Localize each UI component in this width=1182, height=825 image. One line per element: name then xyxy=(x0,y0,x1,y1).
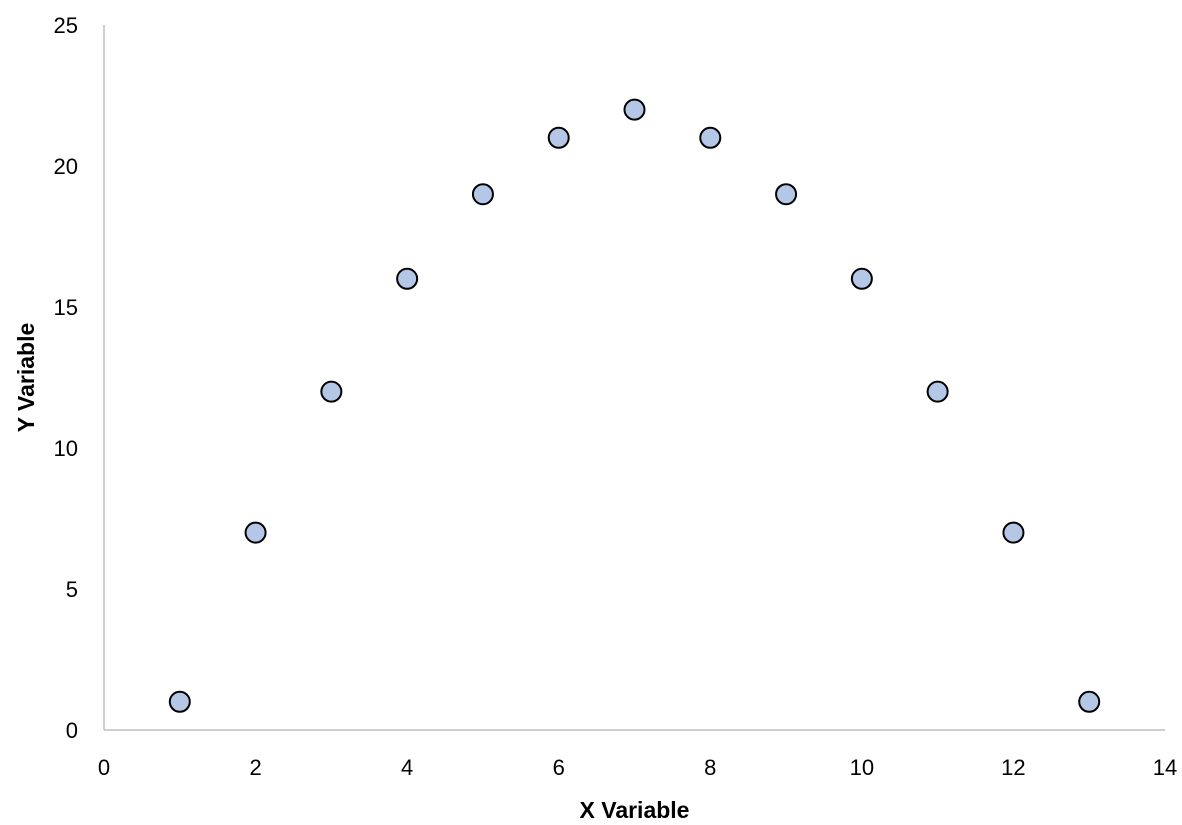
plot-area: 0 2 4 6 8 10 12 14 0 5 10 15 20 25 xyxy=(54,13,1178,780)
data-point xyxy=(1002,521,1025,544)
data-point xyxy=(471,183,494,206)
x-tick-label: 0 xyxy=(98,755,110,780)
data-point xyxy=(775,183,798,206)
x-tick-label: 4 xyxy=(401,755,413,780)
data-point xyxy=(547,126,570,149)
data-point xyxy=(623,98,646,121)
x-tick-labels: 0 2 4 6 8 10 12 14 xyxy=(98,755,1177,780)
data-point xyxy=(396,267,419,290)
y-tick-label: 5 xyxy=(66,577,78,602)
x-tick-label: 10 xyxy=(850,755,874,780)
x-axis-title: X Variable xyxy=(580,797,690,823)
y-tick-label: 15 xyxy=(54,295,78,320)
data-point xyxy=(850,267,873,290)
y-tick-label: 25 xyxy=(54,13,78,38)
y-axis-title: Y Variable xyxy=(13,323,39,433)
x-tick-label: 14 xyxy=(1153,755,1177,780)
data-point xyxy=(244,521,267,544)
data-point xyxy=(168,690,191,713)
data-point xyxy=(926,380,949,403)
data-point xyxy=(699,126,722,149)
y-tick-label: 0 xyxy=(66,718,78,743)
x-tick-label: 6 xyxy=(553,755,565,780)
data-points xyxy=(168,98,1101,713)
y-tick-label: 10 xyxy=(54,436,78,461)
x-tick-label: 12 xyxy=(1001,755,1025,780)
x-tick-label: 2 xyxy=(249,755,261,780)
data-point xyxy=(320,380,343,403)
y-tick-label: 20 xyxy=(54,154,78,179)
x-tick-label: 8 xyxy=(704,755,716,780)
y-tick-labels: 0 5 10 15 20 25 xyxy=(54,13,78,743)
data-point xyxy=(1078,690,1101,713)
